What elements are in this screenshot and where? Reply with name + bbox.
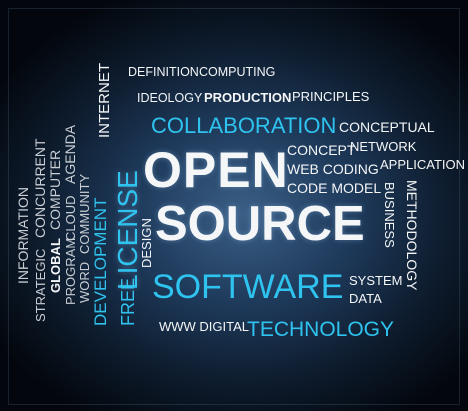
word-design: DESIGN — [139, 218, 154, 268]
word-web-coding: WEB CODING — [287, 161, 379, 177]
word-computing: COMPUTING — [199, 65, 276, 79]
word-www-digital: WWW DIGITAL — [159, 319, 250, 334]
word-network: NETWORK — [350, 139, 417, 154]
word-cloud: CLOUD — [63, 195, 78, 241]
word-ideology: IDEOLOGY — [137, 91, 203, 105]
image-frame — [8, 8, 460, 405]
word-community: COMMUNITY — [77, 173, 92, 254]
word-data: DATA — [349, 291, 382, 306]
word-collaboration: COLLABORATION — [151, 113, 337, 138]
word-strategic: STRATEGIC — [33, 248, 48, 322]
word-internet: INTERNET — [96, 63, 113, 138]
word-definition: DEFINITION — [128, 65, 199, 79]
word-concurrent: CONCURRENT — [32, 138, 48, 238]
word-computer: COMPUTER — [47, 149, 63, 230]
word-application: APPLICATION — [380, 157, 466, 172]
word-information: INFORMATION — [15, 187, 31, 284]
word-principles: PRINCIPLES — [292, 89, 370, 104]
word-global: GLOBAL — [48, 238, 63, 293]
word-source: SOURCE — [155, 197, 365, 251]
word-software: SOFTWARE — [152, 268, 344, 306]
word-license: LICENSE — [112, 170, 143, 290]
word-word: WORD — [77, 261, 92, 303]
word-conceptual: CONCEPTUAL — [339, 119, 435, 135]
word-code-model: CODE MODEL — [287, 180, 382, 196]
word-production: PRODUCTION — [204, 90, 292, 105]
word-business: BUSINESS — [382, 182, 397, 248]
word-methodology: METHODOLOGY — [404, 180, 420, 291]
word-open: OPEN — [143, 142, 289, 198]
word-program: PROGRAM — [63, 237, 78, 305]
word-concept: CONCEPT — [287, 142, 356, 158]
word-system: SYSTEM — [349, 273, 403, 288]
word-agenda: AGENDA — [62, 124, 78, 184]
word-technology: TECHNOLOGY — [247, 318, 395, 341]
word-development: DEVELOPMENT — [91, 197, 110, 326]
